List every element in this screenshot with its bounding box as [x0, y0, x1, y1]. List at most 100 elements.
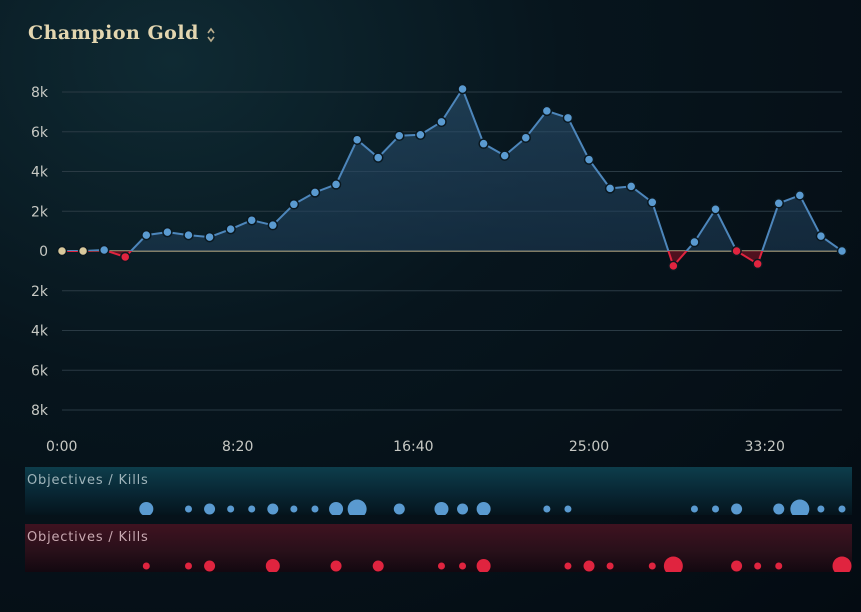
objective-event-dot: [648, 562, 656, 570]
gold-data-point: [225, 223, 236, 235]
objective-event-dot: [564, 505, 572, 513]
objective-event-dot: [329, 502, 344, 515]
gold-data-point: [815, 230, 827, 242]
gold-data-point: [204, 231, 215, 243]
objective-event-dot: [184, 505, 192, 513]
gold-data-point: [499, 150, 510, 161]
gold-data-point: [541, 105, 553, 117]
gold-data-point: [583, 154, 595, 165]
objective-event-dot: [775, 562, 783, 570]
objective-event-dot: [227, 505, 235, 513]
y-tick-label: 0: [39, 244, 48, 260]
y-tick-label: 6k: [31, 363, 49, 379]
objective-event-dot: [142, 562, 150, 570]
objective-event-dot: [773, 503, 785, 515]
objective-event-dot: [434, 502, 449, 515]
gold-data-point: [372, 152, 384, 163]
gold-data-point: [267, 219, 279, 231]
gold-data-point: [436, 116, 447, 128]
gold-data-point: [351, 134, 363, 145]
y-tick-label: 6k: [31, 125, 49, 141]
objective-event-dot: [731, 560, 743, 572]
gold-data-point: [478, 138, 489, 149]
gold-data-point: [647, 197, 658, 208]
gold-data-point: [141, 229, 152, 241]
gold-data-point: [689, 236, 700, 248]
gold-data-point: [309, 187, 321, 198]
x-tick-label: 25:00: [569, 439, 609, 455]
y-tick-label: 2k: [31, 204, 49, 220]
objective-event-dot: [583, 560, 595, 572]
x-tick-label: 16:40: [393, 439, 433, 455]
gold-data-point: [330, 179, 342, 190]
gold-data-point: [794, 190, 806, 201]
objective-event-dot: [712, 505, 720, 513]
gold-data-point: [836, 245, 848, 257]
objective-event-dot: [265, 559, 280, 572]
objective-event-dot: [311, 505, 319, 513]
objective-event-dot: [838, 505, 846, 513]
objective-event-dot: [459, 562, 467, 570]
objective-event-dot: [690, 505, 698, 513]
gold-data-point: [710, 204, 721, 215]
objective-event-dot: [564, 562, 572, 570]
objective-event-dot: [290, 505, 298, 513]
gold-data-point: [183, 229, 194, 241]
objective-event-dot: [731, 503, 743, 515]
objective-event-dot: [204, 503, 216, 515]
objective-event-dot: [204, 560, 216, 572]
blue-advantage-area: [62, 89, 842, 251]
red-objectives-band: Objectives / Kills: [25, 524, 852, 572]
y-tick-label: 8k: [31, 403, 49, 419]
gold-data-point: [604, 183, 616, 194]
gold-data-point: [288, 199, 300, 210]
red-events-track: [142, 556, 852, 572]
gold-data-point: [731, 245, 742, 257]
gold-data-point: [668, 260, 679, 272]
gold-data-point: [56, 245, 68, 257]
y-tick-label: 4k: [31, 324, 49, 340]
x-tick-label: 33:20: [745, 439, 785, 455]
objective-event-dot: [393, 503, 405, 515]
objective-event-dot: [832, 556, 852, 572]
gold-data-point: [119, 251, 131, 263]
objective-event-dot: [184, 562, 192, 570]
objective-event-dot: [457, 503, 469, 515]
objective-event-dot: [754, 562, 762, 570]
blue-events-track: [139, 499, 846, 515]
objective-event-dot: [476, 559, 491, 572]
gold-data-point: [773, 198, 785, 209]
gold-data-point: [415, 129, 426, 140]
gold-data-point: [457, 83, 468, 95]
gold-data-point: [625, 181, 637, 192]
gold-data-point: [520, 132, 532, 143]
y-tick-label: 2k: [31, 284, 49, 300]
objective-event-dot: [663, 556, 683, 572]
objective-event-dot: [476, 502, 491, 515]
red-objectives-label: Objectives / Kills: [27, 530, 149, 545]
sort-updown-icon[interactable]: [205, 26, 217, 44]
blue-objectives-label: Objectives / Kills: [27, 473, 149, 488]
objective-event-dot: [543, 505, 551, 513]
chart-title: Champion Gold: [28, 22, 199, 44]
blue-objectives-band: Objectives / Kills: [25, 467, 852, 515]
gold-data-point: [77, 245, 89, 257]
gold-data-point: [752, 258, 763, 270]
gold-data-point: [562, 112, 574, 124]
objective-event-dot: [372, 560, 384, 572]
gold-data-point: [98, 244, 110, 256]
objective-event-dot: [139, 502, 154, 515]
objective-event-dot: [437, 562, 445, 570]
objective-event-dot: [817, 505, 825, 513]
gold-data-point: [246, 214, 257, 226]
gold-difference-chart: 8k 6k 4k 2k 0 2k 4k 6k 8k 0:00 8:20 16:40 25:00 33:2…: [31, 83, 848, 455]
objective-event-dot: [267, 503, 279, 515]
objective-event-dot: [330, 560, 342, 572]
y-tick-label: 8k: [31, 85, 49, 101]
x-tick-label: 0:00: [46, 439, 77, 455]
objective-event-dot: [347, 499, 367, 515]
y-tick-label: 4k: [31, 165, 49, 181]
objective-event-dot: [248, 505, 256, 513]
x-tick-label: 8:20: [222, 439, 253, 455]
objective-event-dot: [790, 499, 810, 515]
